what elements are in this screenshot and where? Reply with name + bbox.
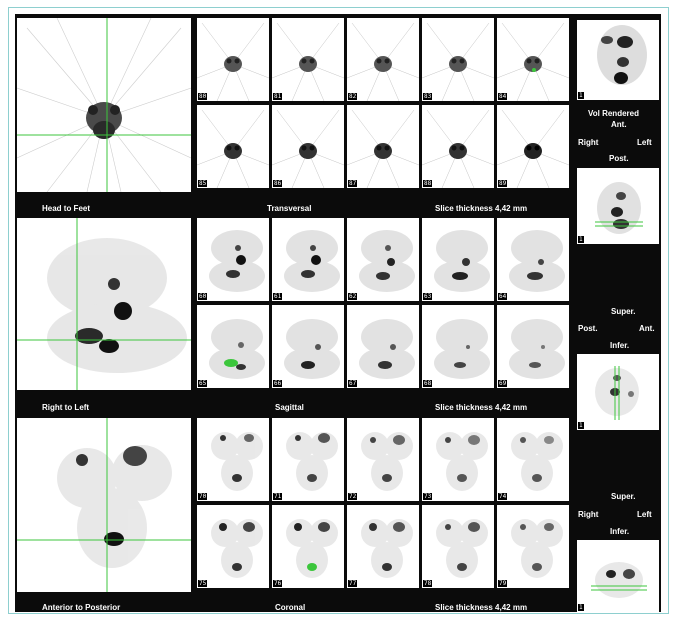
slice-number: 75 <box>198 580 208 587</box>
orientation-bottom: Post. <box>609 154 629 163</box>
slice-thumb[interactable]: 89 <box>497 105 569 188</box>
slice-number: 70 <box>198 493 208 500</box>
slice-thumb[interactable]: 73 <box>422 418 494 501</box>
slice-number: 88 <box>423 180 433 187</box>
large-view-coronal[interactable] <box>17 418 191 592</box>
slice-number: 86 <box>273 180 283 187</box>
thumb-index: 1 <box>578 604 584 611</box>
large-view-sagittal[interactable] <box>17 218 191 390</box>
slice-thickness-label: Slice thickness 4,42 mm <box>435 204 528 213</box>
slice-number: 81 <box>273 93 283 100</box>
slice-thumb[interactable]: 84 <box>497 18 569 101</box>
slice-thumb[interactable]: 61 <box>272 218 344 301</box>
slice-number: 72 <box>348 493 358 500</box>
transversal-mip-image <box>17 18 191 192</box>
sagittal-mip-image <box>17 218 191 390</box>
view-direction-label: Head to Feet <box>42 204 91 213</box>
coronal-mip-image <box>17 418 191 592</box>
slice-thumb[interactable]: 87 <box>347 105 419 188</box>
orientation-top: Super. <box>611 492 636 501</box>
orientation-right: Left <box>637 138 652 147</box>
large-view-transversal[interactable] <box>17 18 191 192</box>
thumb-index: 1 <box>578 422 584 429</box>
orientation-right: Ant. <box>639 324 655 333</box>
orientation-right: Left <box>637 510 652 519</box>
slice-number: 79 <box>498 580 508 587</box>
slice-thumb[interactable]: 66 <box>272 305 344 388</box>
thumb-index: 1 <box>578 236 584 243</box>
orientation-bottom: Infer. <box>610 341 630 350</box>
slice-thumb[interactable]: 60 <box>197 218 269 301</box>
slice-thumb[interactable]: 80 <box>197 18 269 101</box>
slice-number: 76 <box>273 580 283 587</box>
slice-thumb[interactable]: 81 <box>272 18 344 101</box>
slice-thumb[interactable]: 68 <box>422 305 494 388</box>
orientation-left: Post. <box>578 324 598 333</box>
slice-number: 60 <box>198 293 208 300</box>
slice-number: 87 <box>348 180 358 187</box>
slice-number: 89 <box>498 180 508 187</box>
slice-number: 80 <box>198 93 208 100</box>
slice-number: 85 <box>198 180 208 187</box>
slice-thumb[interactable]: 67 <box>347 305 419 388</box>
slice-number: 62 <box>348 293 358 300</box>
orientation-thumb-sagittal[interactable]: 1 <box>577 354 659 430</box>
slice-number: 68 <box>423 380 433 387</box>
orientation-thumb-axial[interactable]: 1 <box>577 168 659 244</box>
orientation-thumb-coronal[interactable]: 1 <box>577 540 659 612</box>
volume-render-title: Vol Rendered <box>588 109 639 118</box>
slice-thumb[interactable]: 82 <box>347 18 419 101</box>
volume-render-thumb[interactable]: 1 <box>577 20 659 100</box>
slice-number: 66 <box>273 380 283 387</box>
thumb-index: 1 <box>578 92 584 99</box>
slice-thumb[interactable]: 72 <box>347 418 419 501</box>
orientation-left: Right <box>578 510 599 519</box>
slice-thumb[interactable]: 88 <box>422 105 494 188</box>
slice-thumb[interactable]: 79 <box>497 505 569 588</box>
slice-number: 71 <box>273 493 283 500</box>
slice-number: 83 <box>423 93 433 100</box>
slice-thumb[interactable]: 69 <box>497 305 569 388</box>
view-direction-label: Right to Left <box>42 403 90 412</box>
slice-number: 78 <box>423 580 433 587</box>
slice-thumb[interactable]: 65 <box>197 305 269 388</box>
orientation-left: Right <box>578 138 599 147</box>
orientation-top: Ant. <box>611 120 627 129</box>
view-direction-label: Anterior to Posterior <box>42 603 121 612</box>
slice-number: 73 <box>423 493 433 500</box>
slice-thumb[interactable]: 74 <box>497 418 569 501</box>
slice-thumb[interactable]: 78 <box>422 505 494 588</box>
slice-thumb[interactable]: 63 <box>422 218 494 301</box>
slice-thickness-label: Slice thickness 4,42 mm <box>435 603 528 612</box>
slice-number: 82 <box>348 93 358 100</box>
orientation-bottom: Infer. <box>610 527 630 536</box>
viewer-panel: 80 81 82 83 84 85 86 87 88 89 Head to Fe… <box>15 14 661 612</box>
slice-thickness-label: Slice thickness 4,42 mm <box>435 403 528 412</box>
slice-thumb[interactable]: 71 <box>272 418 344 501</box>
slice-number: 65 <box>198 380 208 387</box>
slice-thumb[interactable]: 85 <box>197 105 269 188</box>
volume-render-image <box>597 25 647 85</box>
slice-thumb[interactable]: 62 <box>347 218 419 301</box>
slice-number: 61 <box>273 293 283 300</box>
slice-thumb[interactable]: 83 <box>422 18 494 101</box>
plane-label: Sagittal <box>275 403 304 412</box>
slice-number: 64 <box>498 293 508 300</box>
slice-thumb[interactable]: 86 <box>272 105 344 188</box>
slice-number: 84 <box>498 93 508 100</box>
plane-label: Transversal <box>267 204 312 213</box>
plane-label: Coronal <box>275 603 306 612</box>
slice-thumb[interactable]: 64 <box>497 218 569 301</box>
orientation-top: Super. <box>611 307 636 316</box>
slice-number: 67 <box>348 380 358 387</box>
slice-thumb[interactable]: 76 <box>272 505 344 588</box>
slice-thumb[interactable]: 70 <box>197 418 269 501</box>
slice-number: 74 <box>498 493 508 500</box>
slice-thumb[interactable]: 75 <box>197 505 269 588</box>
slice-number: 63 <box>423 293 433 300</box>
slice-number: 69 <box>498 380 508 387</box>
slice-number: 77 <box>348 580 358 587</box>
slice-thumb[interactable]: 77 <box>347 505 419 588</box>
